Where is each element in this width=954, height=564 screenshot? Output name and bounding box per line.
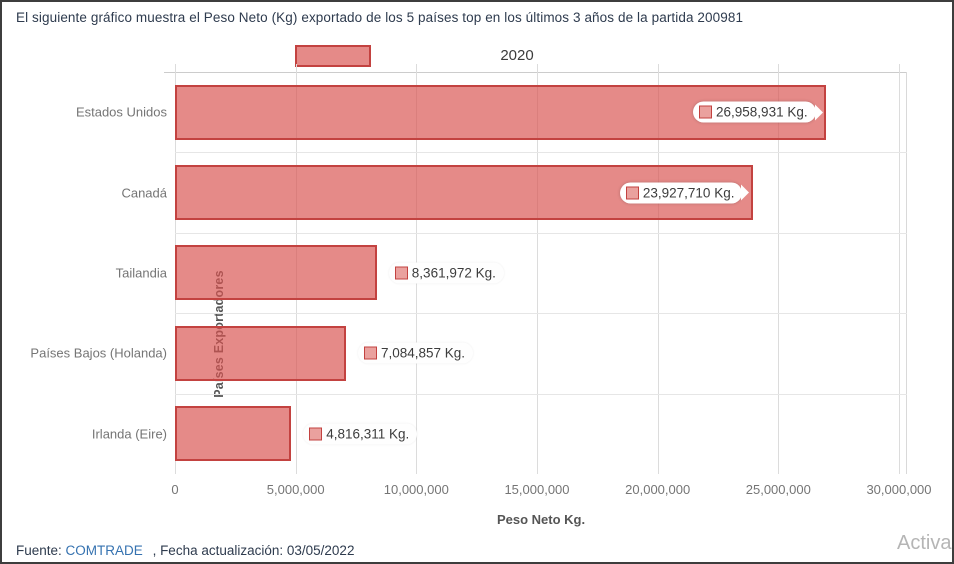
y-gridline bbox=[175, 313, 907, 315]
x-gridline bbox=[657, 64, 659, 474]
y-gridline bbox=[175, 232, 907, 234]
value-label-swatch-icon bbox=[394, 266, 408, 280]
value-label: 26,958,931 Kg. bbox=[693, 101, 816, 123]
value-label: 4,816,311 Kg. bbox=[303, 423, 418, 445]
value-label-swatch-icon bbox=[625, 186, 639, 200]
plot-right-border bbox=[906, 72, 907, 474]
source-footer: Fuente: COMTRADE , Fecha actualización: … bbox=[16, 543, 354, 558]
bar-3[interactable] bbox=[175, 325, 346, 381]
comtrade-link[interactable]: COMTRADE bbox=[65, 543, 143, 558]
x-gridline bbox=[778, 64, 780, 474]
value-label-text: 23,927,710 Kg. bbox=[642, 185, 735, 201]
x-tick-label: 5,000,000 bbox=[266, 482, 325, 497]
value-label-text: 8,361,972 Kg. bbox=[411, 265, 496, 281]
value-label-text: 26,958,931 Kg. bbox=[716, 104, 808, 120]
bar-row: 23,927,710 Kg. bbox=[175, 152, 907, 232]
x-gridline bbox=[537, 64, 538, 474]
x-tick-label: 15,000,000 bbox=[504, 482, 570, 497]
page-title: El siguiente gráfico muestra el Peso Net… bbox=[16, 10, 744, 25]
value-label-swatch-icon bbox=[309, 427, 323, 441]
series-legend-swatch[interactable] bbox=[295, 45, 371, 67]
footer-suffix: , Fecha actualización: 03/05/2022 bbox=[152, 543, 355, 558]
windows-activation-watermark: Activar bbox=[897, 532, 952, 554]
chart-title: 2020 bbox=[500, 47, 534, 64]
footer-prefix: Fuente: bbox=[16, 543, 62, 558]
category-label: Tailandia bbox=[115, 265, 167, 281]
category-label: Países Bajos (Holanda) bbox=[30, 345, 167, 361]
category-label: Estados Unidos bbox=[75, 104, 167, 120]
value-label: 7,084,857 Kg. bbox=[357, 342, 474, 364]
x-tick-label: 10,000,000 bbox=[383, 482, 449, 497]
x-gridline bbox=[899, 64, 900, 474]
bar-2[interactable] bbox=[175, 245, 377, 301]
x-axis-title: Peso Neto Kg. bbox=[496, 512, 586, 527]
y-gridline bbox=[175, 393, 907, 395]
value-label-swatch-icon bbox=[699, 105, 713, 119]
bar-row: 7,084,857 Kg. bbox=[175, 313, 907, 393]
bar-4[interactable] bbox=[175, 406, 292, 462]
value-label-swatch-icon bbox=[363, 346, 377, 360]
value-label: 23,927,710 Kg. bbox=[619, 182, 743, 204]
x-tick-label: 30,000,000 bbox=[866, 482, 932, 497]
bar-row: 4,816,311 Kg. bbox=[175, 394, 907, 474]
plot-area: Países Exportadores 26,958,931 Kg.23,927… bbox=[164, 64, 907, 474]
category-label: Canadá bbox=[121, 185, 167, 201]
bar-row: 26,958,931 Kg. bbox=[175, 72, 907, 152]
bar-row: 8,361,972 Kg. bbox=[175, 233, 907, 313]
x-tick-label: 0 bbox=[171, 482, 179, 497]
value-label: 8,361,972 Kg. bbox=[388, 262, 504, 284]
value-label-text: 4,816,311 Kg. bbox=[326, 426, 410, 442]
value-label-text: 7,084,857 Kg. bbox=[380, 345, 466, 361]
x-tick-label: 20,000,000 bbox=[625, 482, 691, 497]
x-tick-label: 25,000,000 bbox=[745, 482, 811, 497]
category-label: Irlanda (Eire) bbox=[91, 426, 167, 442]
plot-top-border bbox=[164, 72, 907, 73]
y-gridline bbox=[175, 152, 907, 154]
